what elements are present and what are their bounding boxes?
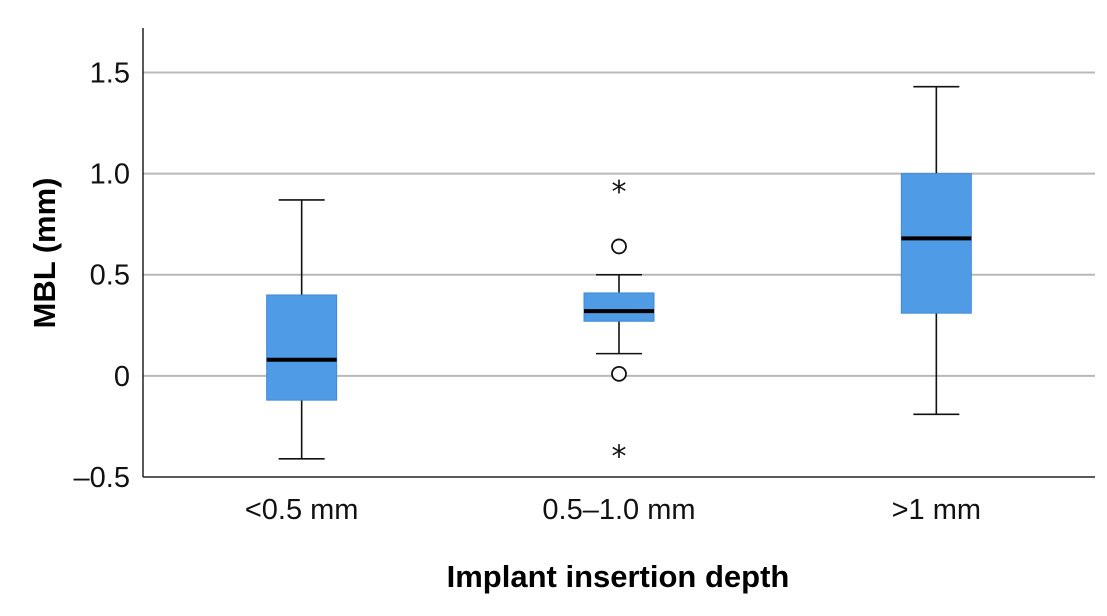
y-tick-label: 1.5 xyxy=(90,57,130,89)
x-tick-labels: <0.5 mm 0.5–1.0 mm >1 mm xyxy=(245,494,981,526)
x-axis-title: Implant insertion depth xyxy=(447,559,790,594)
box-group xyxy=(266,199,338,460)
iqr-box xyxy=(900,173,972,314)
x-tick-label: >1 mm xyxy=(892,494,981,526)
y-tick-labels: –0.5 0 0.5 1.0 1.5 xyxy=(74,57,130,494)
y-tick-label: 1.0 xyxy=(90,159,130,191)
iqr-box xyxy=(583,292,655,322)
axes xyxy=(142,28,1095,478)
y-tick-label: 0 xyxy=(114,361,130,393)
boxes: ** xyxy=(266,85,972,475)
box-group: ** xyxy=(583,175,655,475)
y-tick-label: 0.5 xyxy=(90,260,130,292)
extreme-point: * xyxy=(612,440,627,475)
x-tick-label: 0.5–1.0 mm xyxy=(542,494,695,526)
outlier-point xyxy=(611,365,627,382)
outlier-point xyxy=(611,238,627,255)
extreme-point: * xyxy=(612,175,627,210)
box-group xyxy=(900,85,972,416)
y-axis-title: MBL (mm) xyxy=(27,178,62,329)
x-tick-label: <0.5 mm xyxy=(245,494,359,526)
iqr-box xyxy=(266,294,338,401)
y-tick-label: –0.5 xyxy=(74,462,130,494)
